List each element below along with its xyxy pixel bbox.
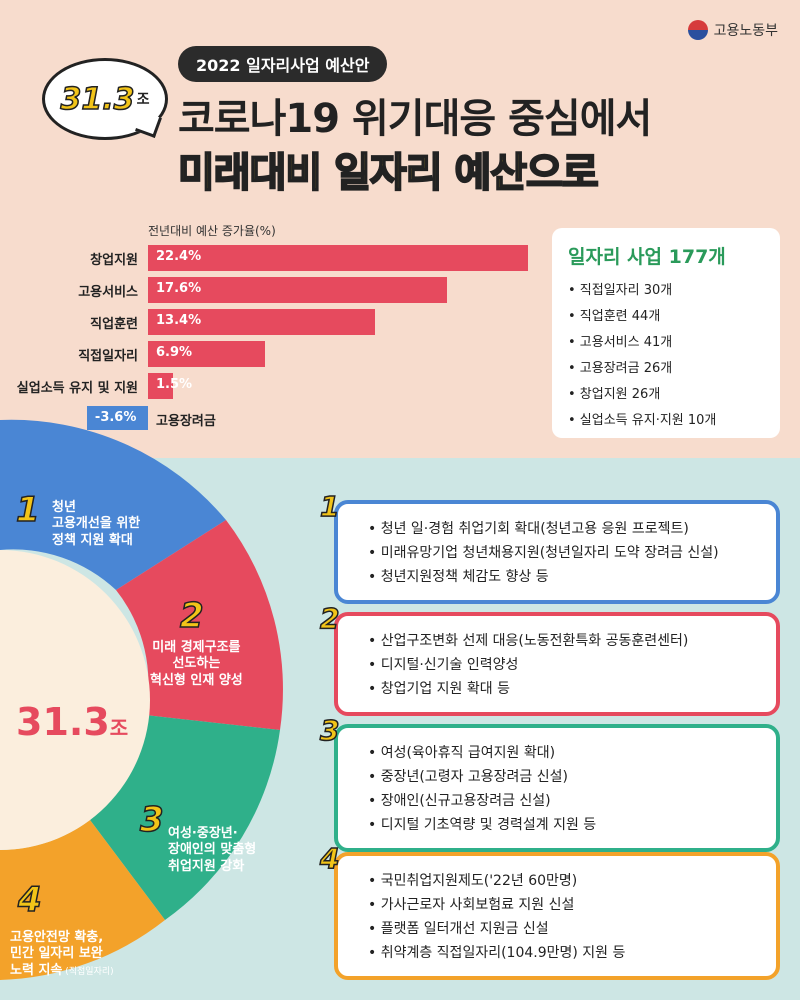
policy-card-item: • 국민취업지원제도('22년 60만명) <box>368 873 578 889</box>
bar-value-label: 6.9% <box>156 345 193 360</box>
info-item: • 직업훈련 44개 <box>568 309 661 324</box>
pie-center <box>0 550 150 850</box>
policy-card: • 산업구조변화 선제 대응(노동전환특화 공동훈련센터) • 디지털·신기술 인… <box>334 612 780 716</box>
policy-card-item: • 가사근로자 사회보험료 지원 신설 <box>368 897 575 913</box>
info-title: 일자리 사업 177개 <box>568 246 726 268</box>
bar-label: 창업지원 <box>90 253 138 268</box>
headline-line2: 미래대비 일자리 예산으로 <box>177 149 600 197</box>
ministry-logo: 고용노동부 <box>687 20 778 40</box>
info-item: • 실업소득 유지·지원 10개 <box>568 413 717 428</box>
bar-label: 직업훈련 <box>90 317 138 332</box>
pie-segment-4 <box>0 820 165 980</box>
pie-segment-number: 3 <box>139 799 164 841</box>
bar <box>148 373 174 399</box>
bar <box>148 277 447 303</box>
policy-card-item: • 장애인(신규고용장려금 신설) <box>368 793 551 809</box>
speech-bubble: 31.3 조 <box>42 58 168 140</box>
ministry-name: 고용노동부 <box>713 23 778 39</box>
policy-card-item: • 디지털·신기술 인력양성 <box>368 657 519 673</box>
bubble-unit: 조 <box>136 92 150 108</box>
bar-value-label: 13.4% <box>156 313 202 328</box>
pie-segment-1 <box>0 419 226 590</box>
policy-card-number: 2 <box>319 601 340 636</box>
bar <box>148 309 376 335</box>
pie-segment-number: 4 <box>17 879 42 921</box>
policy-card-item: • 미래유망기업 청년채용지원(청년일자리 도약 장려금 신설) <box>368 545 719 561</box>
policy-card-item: • 산업구조변화 선제 대응(노동전환특화 공동훈련센터) <box>368 633 689 649</box>
pie-segment-number: 1 <box>15 489 40 531</box>
policy-card-item: • 여성(육아휴직 급여지원 확대) <box>368 745 556 761</box>
pie-segment-number: 2 <box>179 595 204 637</box>
bar-value-label: 1.5% <box>156 377 193 392</box>
policy-card-item: • 플랫폼 일터개선 지원금 신설 <box>368 921 549 937</box>
policy-card-item: • 청년 일·경험 취업기회 확대(청년고용 응원 프로젝트) <box>368 521 689 537</box>
bar-value-label: 22.4% <box>156 249 202 264</box>
policy-card-item: • 청년지원정책 체감도 향상 등 <box>368 569 549 585</box>
bar-label: 고용서비스 <box>78 285 138 300</box>
pie-segment-label: 고용안전망 확충, 민간 일자리 보완 노력 지속 (직접일자리) <box>10 930 114 978</box>
pie-graphic <box>0 419 283 980</box>
policy-card-item: • 디지털 기초역량 및 경력설계 지원 등 <box>368 817 597 833</box>
headline-line1: 코로나19 위기대응 중심에서 <box>178 96 652 142</box>
info-list: • 직접일자리 30개 • 직업훈련 44개 • 고용서비스 41개 • 고용장려금 … <box>568 279 764 428</box>
policy-card: • 청년 일·경험 취업기회 확대(청년고용 응원 프로젝트) • 미래유망기업 … <box>334 500 780 604</box>
pie-segment-3 <box>90 715 280 920</box>
header-pill: 2022 일자리사업 예산안 <box>178 46 388 82</box>
pie-segment-note: (직접일자리) <box>62 966 114 977</box>
info-box: 일자리 사업 177개 • 직접일자리 30개 • 직업훈련 44개 • 고용서비스… <box>552 228 780 438</box>
bar-negative <box>86 406 148 430</box>
pie-center-total: 31.3조 <box>16 700 129 744</box>
pie-segment-label: 미래 경제구조를 선도하는 혁신형 인재 양성 <box>150 640 243 688</box>
bar-value-label: -3.6% <box>94 410 137 425</box>
bar-value-label: 17.6% <box>156 281 202 296</box>
pie-segment-label: 여성·중장년· 장애인의 맞춤형 취업지원 강화 <box>168 826 257 874</box>
info-item: • 고용장려금 26개 <box>568 361 673 376</box>
policy-card-item: • 창업기업 지원 확대 등 <box>368 681 510 697</box>
policy-card-item: • 중장년(고령자 고용장려금 신설) <box>368 769 568 785</box>
policy-card: • 국민취업지원제도('22년 60만명) • 가사근로자 사회보험료 지원 신설… <box>334 852 780 980</box>
pie-segment-2 <box>116 520 283 730</box>
policy-card-item: • 취약계층 직접일자리(104.9만명) 지원 등 <box>368 945 626 961</box>
bar <box>148 245 528 271</box>
policy-card-number: 1 <box>319 489 340 524</box>
info-item: • 고용서비스 41개 <box>568 335 673 350</box>
info-item: • 직접일자리 30개 <box>568 283 673 298</box>
bar-label: 직접일자리 <box>78 349 138 364</box>
info-item: • 창업지원 26개 <box>568 387 661 402</box>
bar-label: 고용장려금 <box>156 414 216 429</box>
chart-caption: 전년대비 예산 증가율(%) <box>148 224 276 238</box>
pie-segment-label: 청년 고용개선을 위한 정책 지원 확대 <box>52 500 141 548</box>
taeguk-icon <box>687 20 708 40</box>
policy-card-number: 3 <box>319 713 340 748</box>
bubble-number: 31.3 <box>60 81 136 118</box>
policy-card: • 여성(육아휴직 급여지원 확대) • 중장년(고령자 고용장려금 신설) • 장… <box>334 724 780 852</box>
policy-card-number: 4 <box>319 841 340 876</box>
bar <box>148 341 266 367</box>
bar-label: 실업소득 유지 및 지원 <box>16 381 138 396</box>
